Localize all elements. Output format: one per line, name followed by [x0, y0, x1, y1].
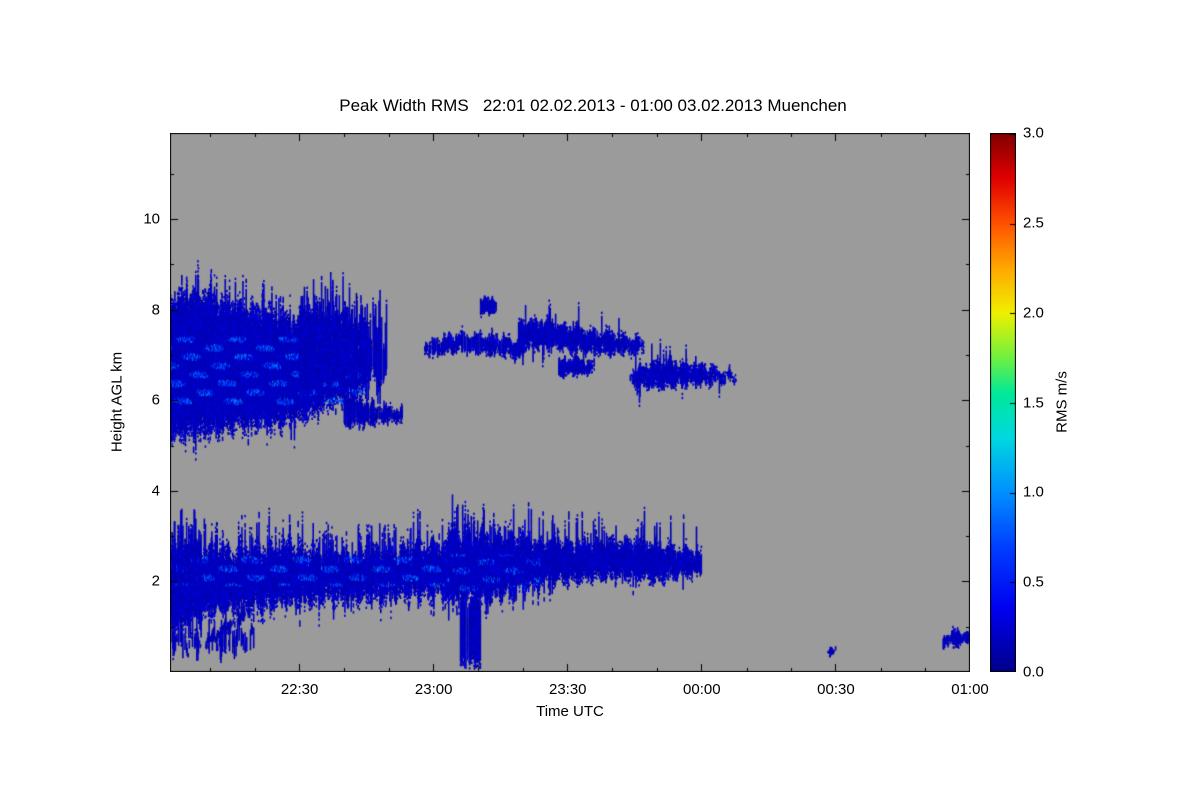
- y-tick-label: 6: [151, 391, 160, 409]
- x-tick-label: 00:00: [683, 681, 721, 698]
- colorbar-tick-label: 2.5: [1023, 214, 1044, 232]
- colorbar-tick-label: 0.0: [1023, 663, 1044, 681]
- x-tick-label: 23:00: [414, 681, 453, 698]
- x-axis-label: Time UTC: [536, 703, 604, 720]
- colorbar-tick-label: 1.0: [1023, 483, 1044, 501]
- colorbar-tick-label: 0.5: [1023, 573, 1044, 591]
- x-tick-label: 00:30: [817, 681, 855, 698]
- colorbar-tick-label: 3.0: [1023, 124, 1044, 142]
- colorbar-canvas: [990, 133, 1016, 672]
- y-tick-label: 4: [151, 482, 160, 500]
- x-tick-label: 22:30: [280, 681, 319, 698]
- colorbar-tick-label: 1.5: [1023, 394, 1044, 411]
- y-tick-label: 10: [143, 210, 160, 228]
- x-tick-label: 23:30: [548, 681, 587, 698]
- x-tick-label: 01:00: [951, 681, 989, 698]
- plot-title: Peak Width RMS 22:01 02.02.2013 - 01:00 …: [339, 96, 847, 115]
- y-tick-label: 8: [151, 301, 160, 319]
- y-tick-label: 2: [151, 572, 160, 590]
- colorbar-tick-label: 2.0: [1023, 304, 1044, 322]
- colorbar-label: RMS m/s: [1053, 371, 1071, 433]
- heatmap-canvas: [170, 133, 970, 672]
